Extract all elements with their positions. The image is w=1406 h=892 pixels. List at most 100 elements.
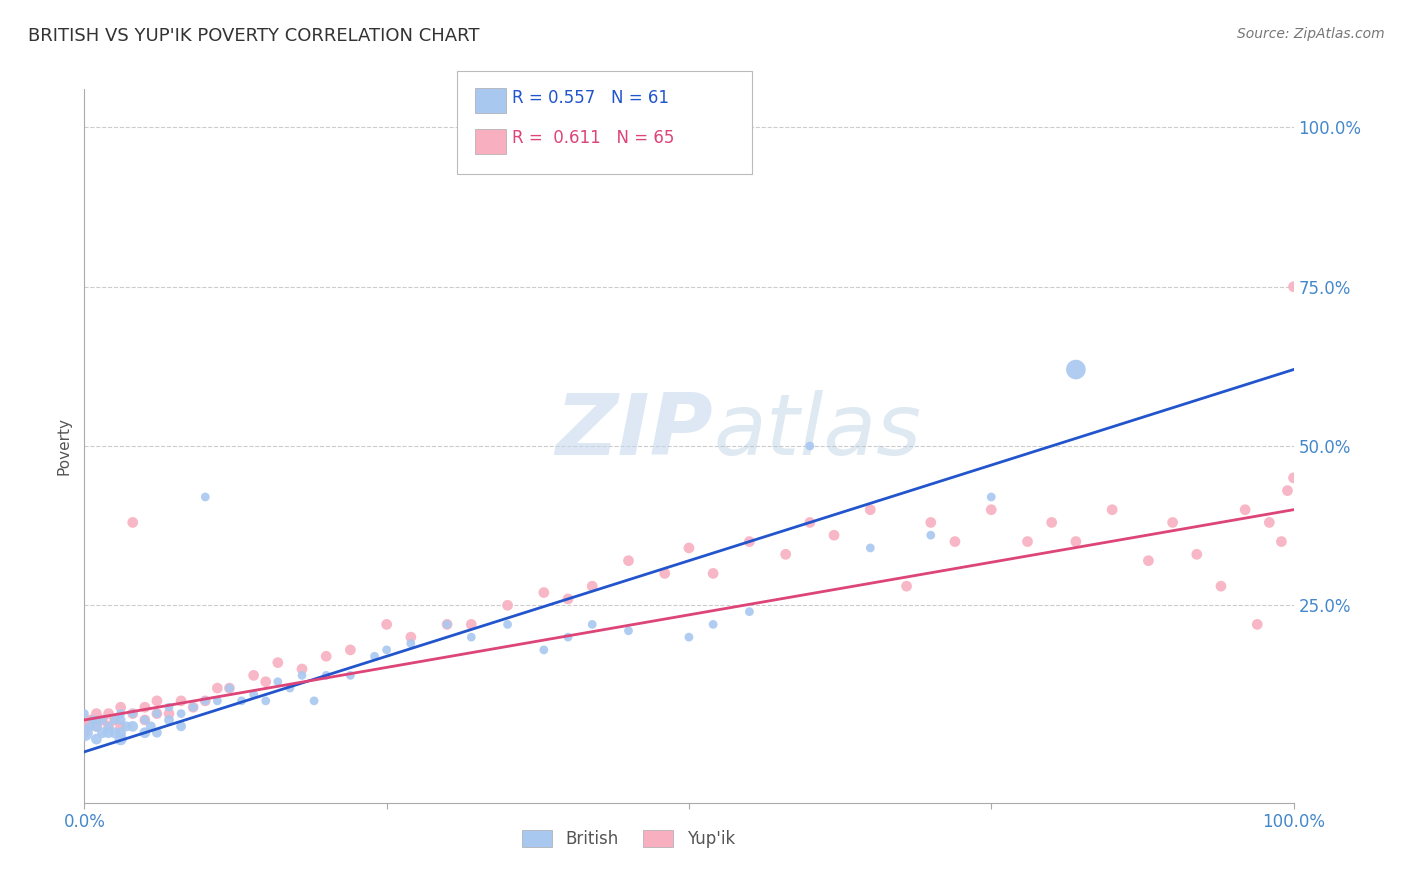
Point (581, 579, 603, 593)
Point (823, 528, 845, 542)
Text: R = 0.557   N = 61: R = 0.557 N = 61 (512, 89, 669, 107)
Point (97, 719, 120, 733)
Point (242, 668, 264, 682)
Point (702, 566, 724, 581)
Point (1246, 617, 1268, 632)
Point (436, 617, 458, 632)
Point (104, 713, 127, 727)
Point (799, 516, 821, 530)
Point (121, 516, 143, 530)
Text: Source: ZipAtlas.com: Source: ZipAtlas.com (1237, 27, 1385, 41)
Point (678, 541, 700, 555)
Point (121, 706, 143, 721)
Point (139, 719, 162, 733)
Point (533, 643, 555, 657)
Point (194, 694, 217, 708)
Point (134, 725, 156, 739)
Point (91, 713, 114, 727)
Point (339, 668, 361, 682)
Point (581, 617, 603, 632)
Point (218, 681, 240, 695)
Point (1270, 534, 1292, 549)
Point (980, 490, 1002, 504)
Point (278, 681, 301, 695)
Point (115, 719, 138, 733)
Point (157, 700, 180, 714)
Point (1161, 516, 1184, 530)
Point (799, 439, 821, 453)
Point (170, 719, 193, 733)
Point (557, 630, 579, 644)
Text: atlas: atlas (713, 390, 921, 474)
Y-axis label: Poverty: Poverty (56, 417, 72, 475)
Point (496, 599, 519, 613)
Point (104, 725, 127, 739)
Point (859, 502, 882, 516)
Point (157, 706, 180, 721)
Point (702, 617, 724, 632)
Point (86, 719, 108, 733)
Point (82, 713, 104, 727)
Point (121, 719, 143, 733)
Point (738, 534, 761, 549)
Point (654, 566, 676, 581)
Point (157, 713, 180, 727)
Point (110, 706, 132, 721)
Point (86, 713, 108, 727)
Point (254, 674, 277, 689)
Point (363, 649, 385, 664)
Point (533, 585, 555, 599)
Point (896, 579, 918, 593)
Point (557, 591, 579, 606)
Point (1282, 279, 1305, 293)
Point (146, 706, 169, 721)
Point (291, 662, 314, 676)
Point (91, 713, 114, 727)
Point (1064, 534, 1087, 549)
Point (110, 719, 132, 733)
Point (104, 713, 127, 727)
Point (678, 630, 700, 644)
Point (79, 719, 101, 733)
Point (738, 605, 761, 619)
Point (73, 725, 96, 739)
Point (146, 706, 169, 721)
Point (254, 694, 277, 708)
Point (1282, 471, 1305, 485)
Point (775, 547, 797, 561)
Point (436, 617, 458, 632)
Point (1277, 483, 1299, 498)
Point (1040, 516, 1063, 530)
Point (110, 713, 132, 727)
Point (1209, 579, 1232, 593)
Point (91, 725, 114, 739)
Point (134, 700, 156, 714)
Point (399, 630, 422, 644)
Text: R =  0.611   N = 65: R = 0.611 N = 65 (512, 129, 673, 147)
Point (496, 617, 519, 632)
Point (375, 643, 398, 657)
Point (242, 688, 264, 702)
Point (375, 617, 398, 632)
Point (315, 668, 337, 682)
Point (134, 713, 156, 727)
Point (1185, 547, 1208, 561)
Point (460, 617, 482, 632)
Point (399, 636, 422, 650)
Point (1017, 534, 1039, 549)
Point (194, 490, 217, 504)
Point (231, 694, 253, 708)
Point (1101, 502, 1123, 516)
Point (73, 719, 96, 733)
Point (1137, 554, 1160, 568)
Point (267, 674, 290, 689)
Point (86, 732, 108, 747)
Point (218, 681, 240, 695)
Point (146, 694, 169, 708)
Point (86, 719, 108, 733)
Point (73, 706, 96, 721)
Point (110, 700, 132, 714)
Point (73, 725, 96, 739)
Point (617, 554, 640, 568)
Point (121, 706, 143, 721)
